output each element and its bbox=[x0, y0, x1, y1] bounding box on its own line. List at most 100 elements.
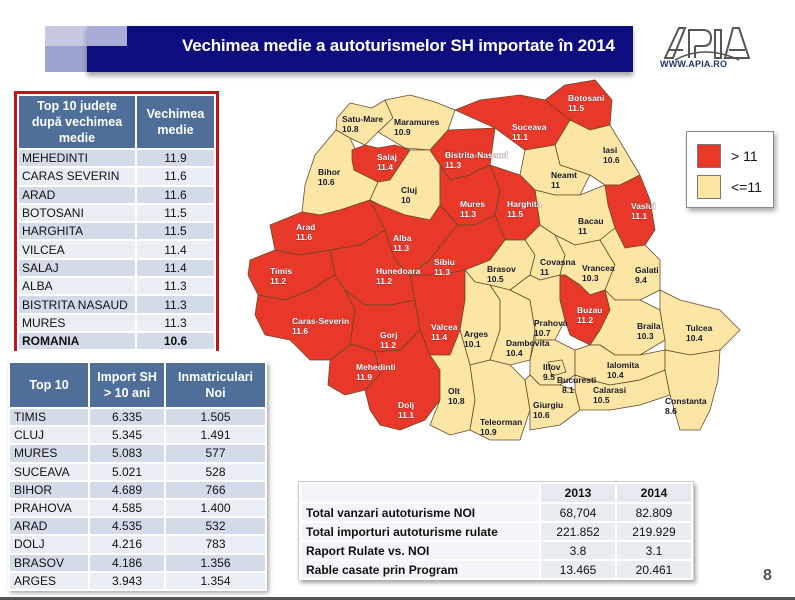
value-cell: 11.6 bbox=[135, 166, 216, 187]
row-label: Total importuri autoturisme rulate bbox=[299, 521, 541, 542]
value-2014: 20.461 bbox=[615, 559, 693, 580]
column-header: Top 10 județe după vechimea medie bbox=[17, 94, 137, 150]
value-cell: 11.6 bbox=[135, 184, 216, 205]
county-cell: BRASOV bbox=[8, 552, 90, 573]
import-cell: 5.345 bbox=[88, 425, 166, 446]
table-row: ARAD 11.6 bbox=[17, 184, 216, 205]
row-label: Raport Rulate vs. NOI bbox=[299, 540, 541, 561]
row-label: Rable casate prin Program bbox=[299, 559, 541, 580]
totals-table: 2013 2014 Total vanzari autoturisme NOI 6… bbox=[298, 481, 694, 580]
new-reg-cell: 783 bbox=[164, 534, 267, 555]
value-2013: 13.465 bbox=[539, 559, 617, 580]
title-decoration bbox=[87, 26, 127, 46]
table-row: VILCEA 11.4 bbox=[17, 239, 216, 260]
import-cell: 4.585 bbox=[88, 497, 166, 519]
title-decoration bbox=[45, 46, 87, 72]
county-cell: DOLJ bbox=[8, 534, 90, 555]
logo-url: WWW.APIA.RO bbox=[660, 59, 728, 69]
table-row: HARGHITA 11.5 bbox=[17, 221, 216, 242]
column-header bbox=[299, 482, 541, 504]
new-reg-cell: 528 bbox=[164, 461, 267, 482]
import-cell: 4.689 bbox=[88, 479, 166, 500]
region-constanta bbox=[664, 349, 721, 431]
county-cell: ALBA bbox=[17, 276, 137, 297]
table-row: MURES 11.3 bbox=[17, 312, 216, 333]
table-row: Rable casate prin Program 13.465 20.461 bbox=[299, 559, 693, 580]
county-cell: HARGHITA bbox=[17, 221, 137, 242]
county-cell: ARAD bbox=[8, 516, 90, 537]
table-row: ARAD 4.535 532 bbox=[8, 516, 267, 537]
legend-item: > 11 bbox=[697, 144, 758, 168]
value-2014: 219.929 bbox=[615, 521, 693, 542]
table-row: ARGES 3.943 1.354 bbox=[8, 570, 267, 591]
value-cell: 11.5 bbox=[135, 221, 216, 242]
table-row: CLUJ 5.345 1.491 bbox=[8, 425, 267, 446]
new-reg-cell: 1.505 bbox=[164, 406, 267, 428]
county-cell: CARAS SEVERIN bbox=[17, 166, 137, 187]
column-header: Import SH > 10 ani bbox=[88, 361, 166, 409]
county-cell: CLUJ bbox=[8, 425, 90, 446]
table-row: PRAHOVA 4.585 1.400 bbox=[8, 497, 267, 519]
title-banner: Vechimea medie a autoturismelor SH impor… bbox=[45, 26, 633, 72]
county-cell: PRAHOVA bbox=[8, 497, 90, 519]
table-row: MURES 5.083 577 bbox=[8, 443, 267, 464]
legend-label: > 11 bbox=[731, 148, 758, 164]
county-cell: MEHEDINTI bbox=[17, 147, 137, 169]
county-cell: ARAD bbox=[17, 184, 137, 205]
import-cell: 3.943 bbox=[88, 570, 166, 591]
new-reg-cell: 1.400 bbox=[164, 497, 267, 519]
table-row: BOTOSANI 11.5 bbox=[17, 202, 216, 224]
new-reg-cell: 1.356 bbox=[164, 552, 267, 573]
new-reg-cell: 532 bbox=[164, 516, 267, 537]
value-cell: 11.3 bbox=[135, 312, 216, 333]
new-reg-cell: 1.491 bbox=[164, 425, 267, 446]
county-cell: SUCEAVA bbox=[8, 461, 90, 482]
region-labels: Satu-Mare 10.8 Maramures 10.9 Botosani 11.5… bbox=[270, 93, 713, 437]
value-cell: 10.6 bbox=[135, 330, 216, 352]
title-bar: Vechimea medie a autoturismelor SH impor… bbox=[87, 26, 633, 72]
import-cell: 6.335 bbox=[88, 406, 166, 428]
column-header: Vechimea medie bbox=[135, 94, 216, 150]
column-header: Inmatriculari Noi bbox=[164, 361, 267, 409]
legend-item: <=11 bbox=[697, 175, 762, 199]
table-row: BISTRITA NASAUD 11.3 bbox=[17, 294, 216, 315]
value-2013: 221.852 bbox=[539, 521, 617, 542]
table-row: DOLJ 4.216 783 bbox=[8, 534, 267, 555]
legend-label: <=11 bbox=[731, 179, 762, 195]
county-cell: MURES bbox=[17, 312, 137, 333]
county-cell: SALAJ bbox=[17, 257, 137, 279]
new-reg-cell: 577 bbox=[164, 443, 267, 464]
total-row: ROMANIA 10.6 bbox=[17, 330, 216, 352]
value-cell: 11.3 bbox=[135, 276, 216, 297]
table-row: BRASOV 4.186 1.356 bbox=[8, 552, 267, 573]
county-cell: TIMIS bbox=[8, 406, 90, 428]
table-row: Raport Rulate vs. NOI 3.8 3.1 bbox=[299, 540, 693, 561]
new-reg-cell: 1.354 bbox=[164, 570, 267, 591]
value-cell: 11.4 bbox=[135, 239, 216, 260]
county-cell: BOTOSANI bbox=[17, 202, 137, 224]
